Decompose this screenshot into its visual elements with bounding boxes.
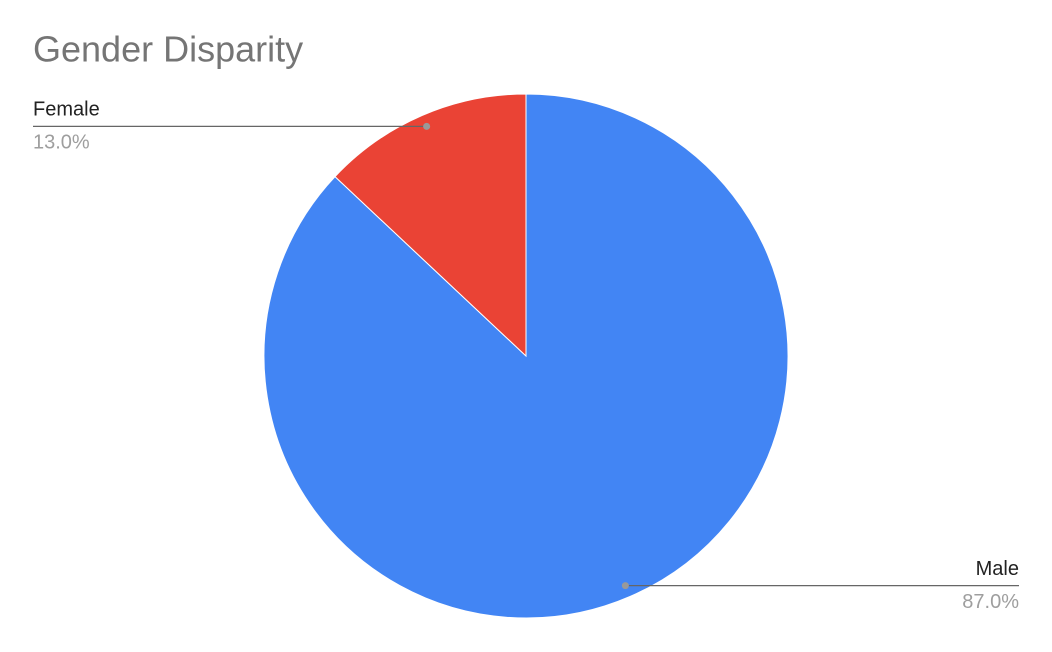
pie-slice xyxy=(334,93,527,358)
chart-title: Gender Disparity xyxy=(33,29,303,70)
slice-label: Female xyxy=(33,99,100,121)
leader-dot xyxy=(621,582,629,590)
slice-label: Male xyxy=(976,558,1019,580)
slice-value-label: 87.0% xyxy=(962,591,1019,613)
slice-value-label: 13.0% xyxy=(33,132,90,154)
pie-slice xyxy=(263,93,789,619)
leader-dot xyxy=(423,122,431,130)
